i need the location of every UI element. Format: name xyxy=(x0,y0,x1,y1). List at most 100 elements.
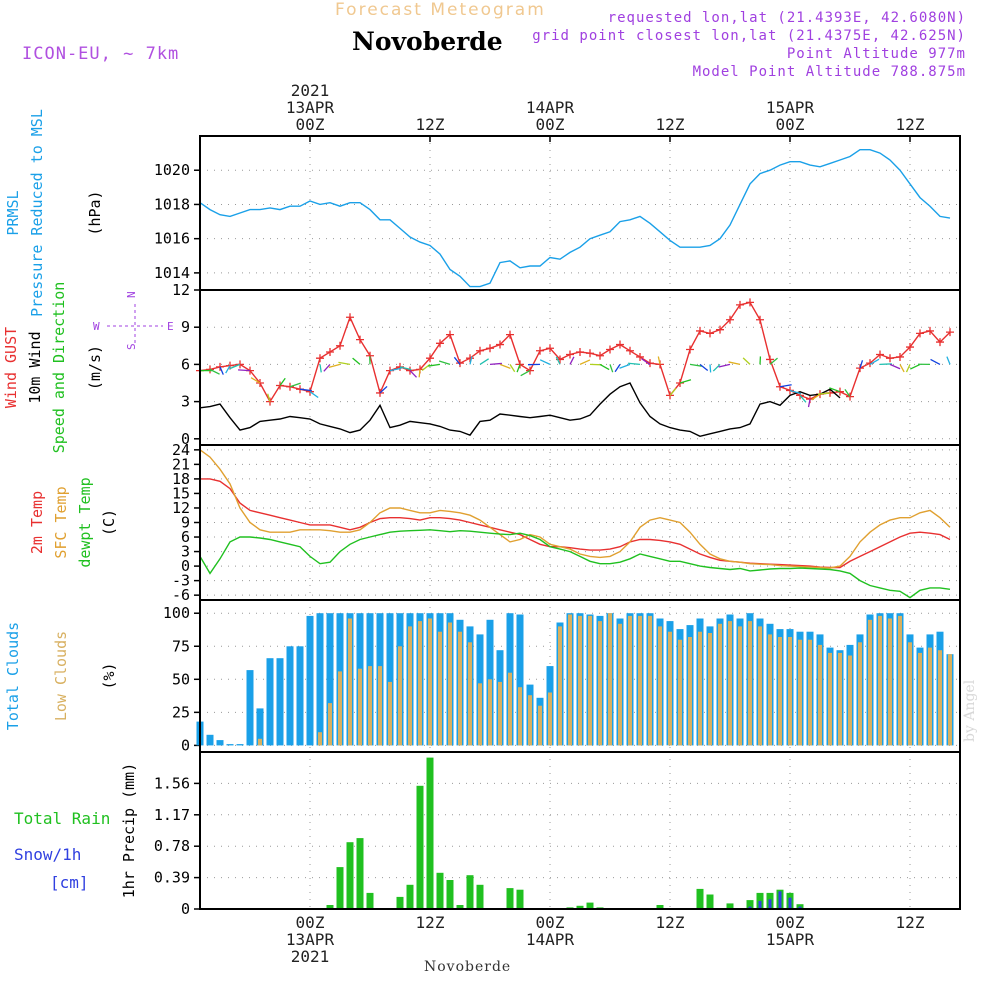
ytick-label: 1014 xyxy=(154,264,190,282)
time-label-top: 13APR xyxy=(286,98,335,117)
wind-arrow xyxy=(267,393,271,402)
bar-low-cloud xyxy=(748,621,752,746)
watermark-title: Forecast Meteogram xyxy=(335,0,546,20)
wind-arrow xyxy=(811,393,821,401)
bar-low-cloud xyxy=(828,652,832,746)
time-label-bottom: 14APR xyxy=(526,930,575,949)
bar-rain xyxy=(326,905,334,909)
ylabel: 10m Wind xyxy=(26,331,44,403)
bar-total-cloud xyxy=(216,740,224,746)
ytick-label: 50 xyxy=(172,670,190,688)
bar-low-cloud xyxy=(648,615,652,746)
ytick-label: 6 xyxy=(181,355,190,373)
point-altitude: Point Altitude 977m xyxy=(786,46,966,62)
bar-snow xyxy=(798,906,802,909)
bar-rain xyxy=(586,902,594,909)
time-label-top: 15APR xyxy=(766,98,815,117)
wind-arrow xyxy=(209,368,220,375)
wind-arrow xyxy=(769,357,778,365)
bar-rain xyxy=(396,896,404,909)
gust-point xyxy=(616,340,624,349)
bar-low-cloud xyxy=(518,687,522,746)
time-label-bottom: 12Z xyxy=(656,913,685,932)
bar-low-cloud xyxy=(888,618,892,746)
gust-point xyxy=(456,359,464,368)
bar-rain xyxy=(746,900,754,909)
wind-arrow xyxy=(489,362,502,366)
bar-low-cloud xyxy=(318,732,322,746)
series-line xyxy=(199,529,951,599)
gust-point xyxy=(916,329,924,338)
wind-arrow xyxy=(520,370,531,377)
bar-low-cloud xyxy=(618,623,622,746)
ylabel: 2m Temp xyxy=(28,491,46,554)
wind-arrow xyxy=(679,379,692,384)
panel-border xyxy=(199,135,961,291)
model-altitude: Model Point Altitude 788.875m xyxy=(692,64,966,80)
bar-snow xyxy=(758,900,762,909)
ytick-label: -6 xyxy=(172,586,190,604)
bar-total-cloud xyxy=(516,614,524,746)
bar-low-cloud xyxy=(928,647,932,746)
bar-low-cloud xyxy=(698,631,702,746)
gust-point xyxy=(696,326,704,335)
bar-rain xyxy=(726,903,734,909)
ytick-label: 15 xyxy=(172,484,190,502)
gust-point xyxy=(596,351,604,360)
wind-arrow xyxy=(516,364,521,373)
gust-point xyxy=(576,348,584,356)
wind-arrow xyxy=(539,359,551,365)
bar-rain xyxy=(456,905,464,909)
wind-arrow xyxy=(399,366,412,371)
ytick-label: 1.56 xyxy=(154,774,190,792)
wind-arrow xyxy=(319,364,322,373)
wind-arrow xyxy=(669,387,677,396)
wind-arrow xyxy=(789,389,802,395)
wind-arrow xyxy=(499,363,511,370)
gust-point xyxy=(426,354,434,363)
wind-arrow xyxy=(409,370,418,378)
wind-arrow xyxy=(799,394,807,403)
gust-point xyxy=(326,348,334,356)
wind-arrow xyxy=(910,363,921,370)
ytick-label: 0 xyxy=(181,900,190,918)
time-label-bottom: 15APR xyxy=(766,930,815,949)
ytick-label: 6 xyxy=(181,528,190,546)
gust-point xyxy=(766,355,774,364)
bar-low-cloud xyxy=(918,652,922,746)
wind-arrow xyxy=(946,356,951,365)
wind-arrow xyxy=(712,363,721,372)
gust-point xyxy=(506,330,514,339)
bar-total-cloud xyxy=(316,613,324,746)
series-line xyxy=(199,382,841,438)
time-label-top: 00Z xyxy=(536,115,565,134)
ylabel: Speed and Direction xyxy=(50,282,68,454)
bar-low-cloud xyxy=(788,637,792,746)
gust-point xyxy=(536,346,544,355)
bar-low-cloud xyxy=(508,672,512,746)
bar-low-cloud xyxy=(768,634,772,746)
panel-border xyxy=(199,751,961,910)
requested-coords: requested lon,lat (21.4393E, 42.6080N) xyxy=(607,10,966,26)
gust-point xyxy=(726,315,734,324)
wind-arrow xyxy=(323,363,331,372)
wind-arrow xyxy=(599,363,610,371)
wind-arrow xyxy=(930,358,941,365)
gust-point xyxy=(336,341,344,350)
bar-low-cloud xyxy=(488,679,492,746)
wind-arrow xyxy=(219,366,224,375)
wind-arrow xyxy=(225,365,231,374)
bar-low-cloud xyxy=(408,626,412,746)
wind-arrow xyxy=(718,363,731,368)
bar-low-cloud xyxy=(328,703,332,746)
gust-point xyxy=(606,345,614,354)
ylabel-rain: Total Rain xyxy=(14,809,110,828)
wind-arrow xyxy=(742,357,751,365)
bar-rain xyxy=(356,838,364,909)
bar-low-cloud xyxy=(938,650,942,746)
bar-total-cloud xyxy=(326,613,334,746)
wind-arrow xyxy=(428,363,441,367)
wind-arrow xyxy=(628,362,641,366)
station-title: Novoberde xyxy=(352,27,503,56)
bar-rain xyxy=(406,884,414,909)
